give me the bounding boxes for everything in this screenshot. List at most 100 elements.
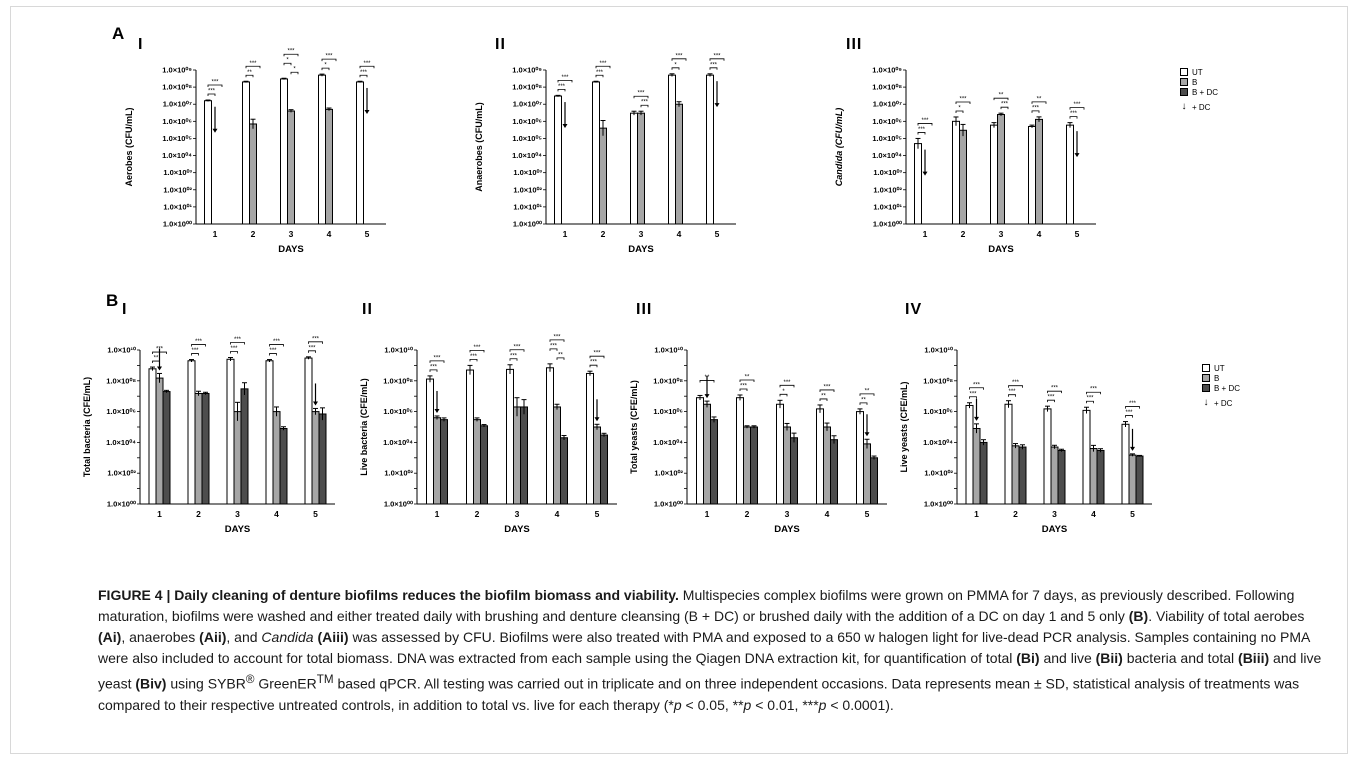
x-axis-title: DAYS [504, 524, 530, 535]
y-tick-label: 1.0×10¹⁰ [654, 346, 684, 355]
significance-bracket [739, 379, 755, 382]
y-tick-label: 1.0×10⁰⁴ [923, 438, 953, 447]
bar-ut-day-3 [630, 112, 638, 225]
down-arrow-icon: ↓ [1181, 101, 1187, 112]
significance-label: *** [823, 384, 831, 390]
significance-bracket [1125, 415, 1133, 418]
bar-ut-day-4 [265, 360, 274, 505]
y-tick-label: 1.0×10⁰⁵ [512, 134, 542, 143]
caption-text-13: < 0.01, *** [755, 696, 819, 713]
significance-label: *** [430, 364, 438, 370]
caption-text-7: bacteria and total [1126, 650, 1235, 666]
significance-bracket [245, 74, 254, 78]
x-tick-label: 3 [515, 509, 520, 519]
significance-bracket [509, 349, 525, 352]
y-tick-label: 1.0×10⁰⁴ [162, 151, 192, 160]
bar-b-dc-day-3 [520, 406, 528, 505]
caption-text-5: was assessed by CFU. Biofilms were also … [98, 629, 1310, 666]
bar-ut-day-2 [736, 397, 744, 505]
legend-label-b-2: B [1214, 373, 1220, 383]
figure-caption: FIGURE 4 | Daily cleaning of denture bio… [98, 585, 1330, 716]
significance-label: *** [599, 61, 607, 67]
bar-b-dc-day-2 [750, 426, 758, 505]
bar-b-day-2 [1011, 445, 1020, 505]
down-arrow-icon [864, 432, 870, 437]
significance-label: *** [510, 353, 518, 359]
significance-label: *** [1129, 401, 1137, 407]
bar-b-day-4 [675, 103, 683, 225]
significance-bracket [283, 53, 299, 57]
significance-label: *** [921, 118, 929, 124]
bar-ut-day-4 [318, 74, 326, 225]
significance-bracket [1008, 394, 1016, 397]
significance-label: *** [550, 343, 558, 349]
y-tick-label: 1.0×10⁰⁴ [512, 151, 542, 160]
bar-ut-day-1 [426, 378, 434, 505]
down-arrow-icon [974, 416, 979, 421]
significance-label: ** [821, 393, 826, 399]
legend-item-arrow: ↓ + DC [1180, 100, 1218, 114]
x-tick-label: 2 [251, 229, 256, 239]
significance-label: * [674, 62, 677, 68]
significance-bracket [955, 101, 971, 104]
x-axis-title: DAYS [225, 524, 251, 535]
significance-bracket [1086, 400, 1094, 404]
caption-text-2: . Viability of total aerobes [1148, 608, 1305, 624]
y-tick-label: 1.0×10⁰⁴ [653, 438, 683, 447]
panel-label-a: A [112, 24, 125, 43]
x-tick-label: 4 [677, 229, 682, 239]
bar-b-dc-day-4 [560, 437, 568, 505]
significance-label: *** [740, 383, 748, 389]
x-tick-label: 3 [639, 229, 644, 239]
bar-b-dc-day-4 [1096, 449, 1105, 505]
x-tick-label: 4 [825, 509, 830, 519]
significance-bracket [779, 393, 788, 397]
y-axis-title: Anaerobes (CFU/mL) [474, 102, 484, 192]
x-axis-title: DAYS [628, 244, 654, 255]
x-tick-label: 2 [196, 509, 201, 519]
y-tick-label: 1.0×10⁰⁹ [512, 66, 542, 75]
y-tick-label: 1.0×10⁰⁰ [384, 500, 414, 509]
bar-ut-day-5 [356, 81, 364, 225]
x-tick-label: 1 [923, 229, 928, 239]
y-tick-label: 1.0×10⁰² [654, 469, 683, 478]
significance-label: *** [1008, 389, 1016, 395]
x-tick-label: 5 [865, 509, 870, 519]
chart-total-bacteria: 1.0×10⁰⁰ 1.0×10⁰² 1.0×10⁰⁴ 1.0×10⁰⁶ 1.0×10⁰⁸… [82, 336, 335, 535]
caption-text-12: < 0.05, ** [685, 696, 744, 713]
down-arrow-icon [1074, 153, 1080, 158]
bar-b-day-4 [1035, 118, 1043, 225]
significance-label: *** [1047, 395, 1055, 401]
y-tick-label: 1.0×10⁰⁸ [383, 376, 413, 385]
significance-bracket [321, 58, 337, 62]
bar-ut-day-5 [856, 411, 864, 505]
bar-ut-day-4 [1082, 409, 1091, 505]
significance-bracket [429, 369, 438, 372]
x-tick-label: 4 [1037, 229, 1042, 239]
significance-bracket [230, 351, 238, 354]
legend-item-ut-2: UT [1202, 363, 1240, 373]
chart-aerobes: 1.0×10⁰⁰ 1.0×10⁰¹ 1.0×10⁰² 1.0×10⁰³ 1.0×10⁰⁴… [124, 49, 386, 255]
bar-ut-day-5 [706, 74, 714, 225]
legend-bottom: UT B B + DC ↓ + DC [1202, 363, 1240, 410]
chart-live-yeasts: 1.0×10⁰⁰ 1.0×10⁰² 1.0×10⁰⁴ 1.0×10⁰⁶ 1.0×10⁰⁸… [899, 346, 1152, 535]
significance-label: *** [1073, 102, 1081, 108]
caption-text-8: and live yeast [98, 650, 1322, 692]
significance-bracket [557, 79, 573, 83]
bar-b-day-3 [783, 426, 791, 505]
x-tick-label: 1 [974, 509, 979, 519]
bar-ut-day-5 [1121, 423, 1130, 505]
significance-bracket [152, 360, 160, 364]
significance-label: ** [154, 356, 159, 362]
significance-bracket [917, 132, 926, 135]
bar-b-dc-day-3 [240, 388, 249, 505]
down-arrow-icon: ↓ [1203, 397, 1209, 408]
x-tick-label: 3 [785, 509, 790, 519]
caption-text-11: based qPCR. All testing was carried out … [98, 675, 1300, 713]
x-tick-label: 4 [274, 509, 279, 519]
y-tick-label: 1.0×10⁰⁶ [923, 407, 953, 416]
caption-ref-biii: (Biii) [1238, 650, 1270, 666]
significance-label: *** [308, 345, 316, 351]
caption-ref-ai: (Ai) [98, 629, 122, 645]
down-arrow-icon [562, 124, 568, 129]
